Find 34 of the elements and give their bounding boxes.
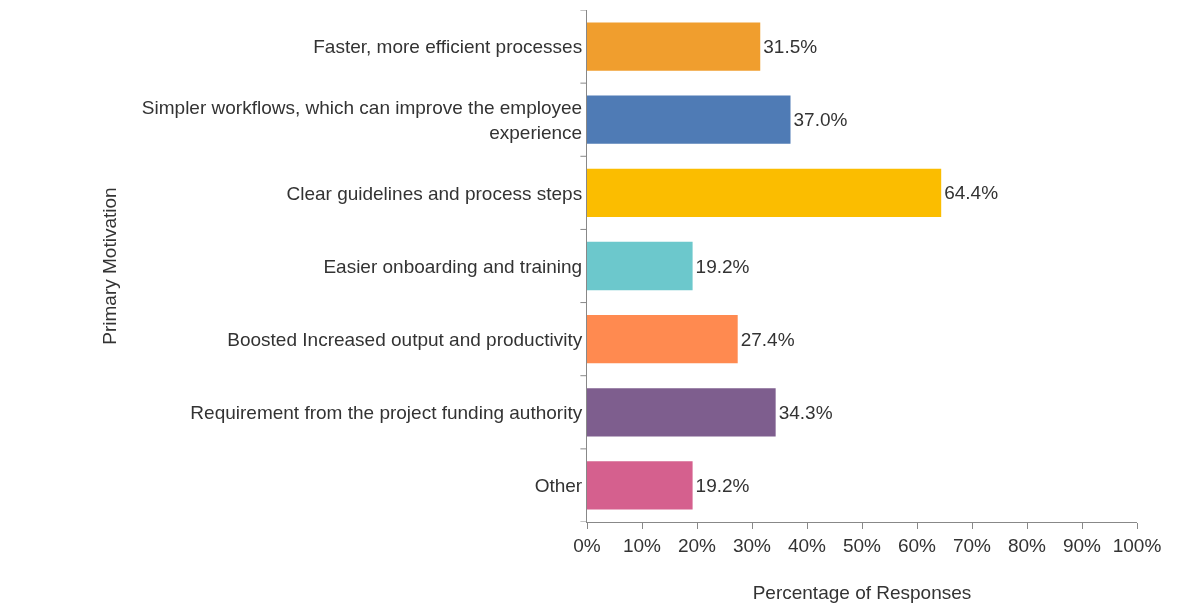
- data-label: 19.2%: [695, 255, 750, 277]
- x-tick-label: 0%: [573, 534, 601, 556]
- bar: [587, 241, 693, 291]
- y-tick-label: Requirement from the project funding authority: [190, 401, 583, 423]
- bar: [587, 95, 791, 144]
- y-tick-label: Boosted Increased output and productivity: [227, 328, 583, 350]
- data-label: 37.0%: [793, 109, 848, 131]
- y-axis-title: Primary Motivation: [98, 187, 120, 345]
- x-axis-title: Percentage of Responses: [752, 581, 972, 603]
- y-tick-label: Simpler workflows, which can improve the employee experience: [141, 97, 583, 143]
- bar: [587, 315, 738, 364]
- data-label: 34.3%: [778, 401, 833, 423]
- y-tick-label: Faster, more efficient processes: [313, 36, 583, 58]
- y-tick-label: Clear guidelines and process steps: [286, 182, 583, 204]
- data-label: 64.4%: [944, 182, 999, 204]
- x-tick-label: 90%: [1062, 534, 1102, 556]
- x-tick-label: 10%: [622, 534, 662, 556]
- bar: [587, 22, 761, 71]
- bar: [587, 388, 776, 437]
- x-tick-label: 60%: [897, 534, 937, 556]
- bar: [587, 168, 942, 217]
- y-tick-label: Easier onboarding and training: [323, 255, 583, 277]
- data-label: 19.2%: [695, 474, 750, 496]
- x-tick-label: 50%: [842, 534, 882, 556]
- x-tick-label: 100%: [1112, 534, 1162, 556]
- x-tick-label: 80%: [1007, 534, 1047, 556]
- x-tick-label: 30%: [732, 534, 772, 556]
- x-tick-label: 20%: [677, 534, 717, 556]
- x-tick-label: 40%: [787, 534, 827, 556]
- x-tick-label: 70%: [952, 534, 992, 556]
- bar: [587, 461, 693, 510]
- data-label: 31.5%: [763, 36, 818, 58]
- data-label: 27.4%: [740, 328, 795, 350]
- y-tick-label: Other: [534, 475, 583, 497]
